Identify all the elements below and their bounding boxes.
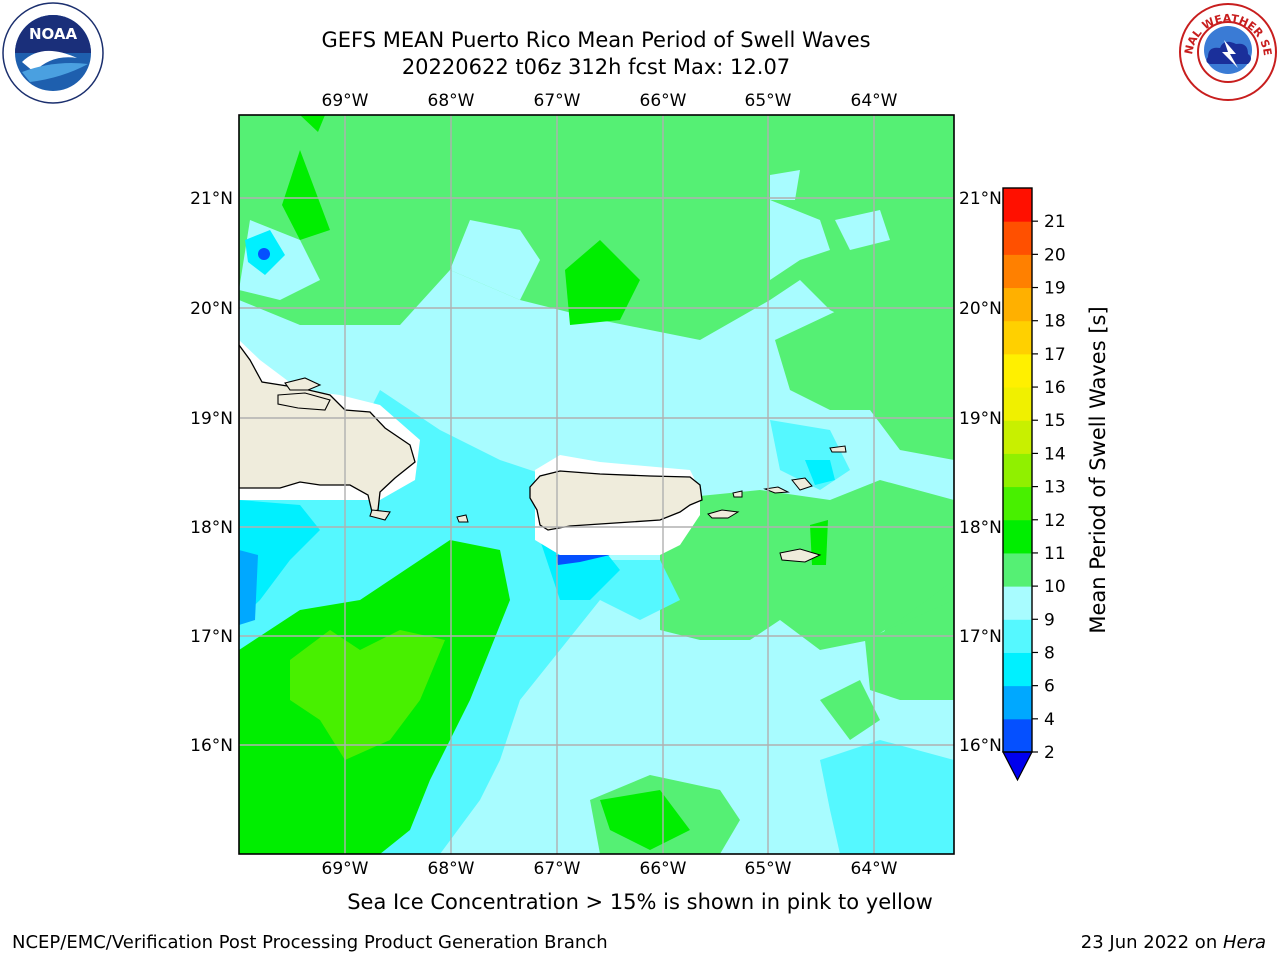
colorbar-bin [1003,221,1032,255]
noaa-logo-text: NOAA [29,25,78,43]
colorbar-frame [1002,187,1033,753]
colorbar-bin [1003,552,1032,587]
map-frame [238,114,955,855]
colorbar-tick-label: 21 [1044,212,1066,232]
colorbar-tick-label: 6 [1044,677,1055,697]
colorbar-tick-label: 13 [1044,478,1066,498]
lon-label-top: 66°W [640,91,687,111]
colorbar-label: Mean Period of Swell Waves [s] [1086,306,1110,633]
lat-label-left: 20°N [190,299,233,319]
lat-label-right: 17°N [959,627,1002,647]
lat-label-left: 21°N [190,189,233,209]
colorbar-tick-label: 10 [1044,577,1066,597]
lon-label-top: 64°W [851,91,898,111]
lat-label-right: 18°N [959,518,1002,538]
colorbar-tick-label: 8 [1044,643,1055,663]
lat-label-left: 19°N [190,409,233,429]
map-gridlines [239,115,954,854]
chart-title: GEFS MEAN Puerto Rico Mean Period of Swe… [321,28,871,52]
swell-period-field [239,115,954,854]
colorbar-bin [1003,619,1032,653]
footer-date: 23 Jun 2022 on Hera [1081,932,1266,953]
colorbar-tick-label: 2 [1044,743,1055,763]
colorbar-bin [1003,586,1032,620]
lon-label-bottom: 65°W [745,859,792,879]
colorbar-tick-label: 12 [1044,511,1066,531]
colorbar-bin [1003,320,1032,355]
lon-label-bottom: 66°W [640,859,687,879]
lon-label-top: 65°W [745,91,792,111]
lat-label-right: 21°N [959,189,1002,209]
footer-host: Hera [1222,932,1266,953]
lon-label-bottom: 68°W [428,859,475,879]
colorbar-tick-label: 14 [1044,444,1066,464]
sea-ice-caption: Sea Ice Concentration > 15% is shown in … [347,890,933,914]
colorbar-bin [1003,188,1032,222]
colorbar-tick-label: 20 [1044,245,1066,265]
colorbar-bin [1003,453,1032,488]
lon-label-bottom: 64°W [851,859,898,879]
colorbar-tick-label: 16 [1044,378,1066,398]
lon-label-top: 69°W [322,91,369,111]
colorbar-bin [1003,718,1032,753]
chart-subtitle: 20220622 t06z 312h fcst Max: 12.07 [401,55,791,79]
colorbar-tick-label: 11 [1044,544,1066,564]
colorbar-bin [1003,287,1032,322]
colorbar-bin [1003,486,1032,521]
colorbar-extend-arrow [1002,751,1033,782]
colorbar-bin [1003,652,1032,687]
colorbar-bin [1003,353,1032,388]
lat-label-left: 17°N [190,627,233,647]
colorbar-bin [1003,420,1032,454]
noaa-logo: NOAA [2,2,105,105]
colorbar-bin [1003,254,1032,289]
colorbar-tick-label: 18 [1044,312,1066,332]
nws-logo: NATIONAL WEATHER SERVICE [1173,0,1278,102]
lat-label-right: 20°N [959,299,1002,319]
footer-credit: NCEP/EMC/Verification Post Processing Pr… [12,932,608,953]
colorbar-bin [1003,519,1032,554]
lon-label-top: 67°W [534,91,581,111]
lat-label-right: 16°N [959,736,1002,756]
lat-label-right: 19°N [959,409,1002,429]
colorbar-tick-label: 4 [1044,710,1055,730]
colorbar-tick-label: 15 [1044,411,1066,431]
colorbar-bin [1003,685,1032,720]
colorbar-bin [1003,387,1032,421]
lat-label-left: 16°N [190,736,233,756]
lon-label-bottom: 67°W [534,859,581,879]
lat-label-left: 18°N [190,518,233,538]
colorbar-tick-label: 9 [1044,610,1055,630]
lon-label-bottom: 69°W [322,859,369,879]
footer-date-text: 23 Jun 2022 on [1080,932,1223,953]
colorbar: 2 4 6 8 9 10 11 12 13 14 15 16 17 18 19 20 21 [1002,187,1066,782]
colorbar-tick-label: 17 [1044,345,1066,365]
lon-label-top: 68°W [428,91,475,111]
colorbar-tick-label: 19 [1044,279,1066,299]
